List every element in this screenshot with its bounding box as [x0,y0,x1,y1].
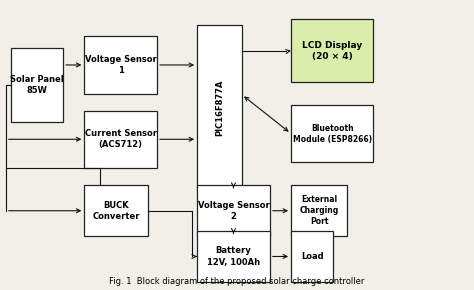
Text: Load: Load [301,252,323,261]
FancyBboxPatch shape [291,231,333,282]
Text: Bluetooth
Module (ESP8266): Bluetooth Module (ESP8266) [292,124,372,144]
FancyBboxPatch shape [84,185,148,236]
FancyBboxPatch shape [84,111,157,168]
Text: Solar Panel
85W: Solar Panel 85W [10,75,64,95]
FancyBboxPatch shape [291,105,373,162]
Text: Fig. 1  Block diagram of the proposed solar charge controller: Fig. 1 Block diagram of the proposed sol… [109,278,365,287]
Text: Current Sensor
(ACS712): Current Sensor (ACS712) [85,129,157,149]
FancyBboxPatch shape [11,48,63,122]
Text: External
Charging
Port: External Charging Port [300,195,339,226]
FancyBboxPatch shape [197,25,242,191]
Text: Voltage Sensor
2: Voltage Sensor 2 [198,201,269,221]
Text: Battery
12V, 100Ah: Battery 12V, 100Ah [207,246,260,267]
FancyBboxPatch shape [291,185,347,236]
Text: PIC16F877A: PIC16F877A [215,80,224,136]
FancyBboxPatch shape [197,185,270,236]
FancyBboxPatch shape [291,19,373,82]
Text: Voltage Sensor
1: Voltage Sensor 1 [85,55,156,75]
Text: BUCK
Converter: BUCK Converter [92,201,140,221]
FancyBboxPatch shape [84,36,157,94]
Text: LCD Display
(20 × 4): LCD Display (20 × 4) [302,41,362,61]
FancyBboxPatch shape [197,231,270,282]
